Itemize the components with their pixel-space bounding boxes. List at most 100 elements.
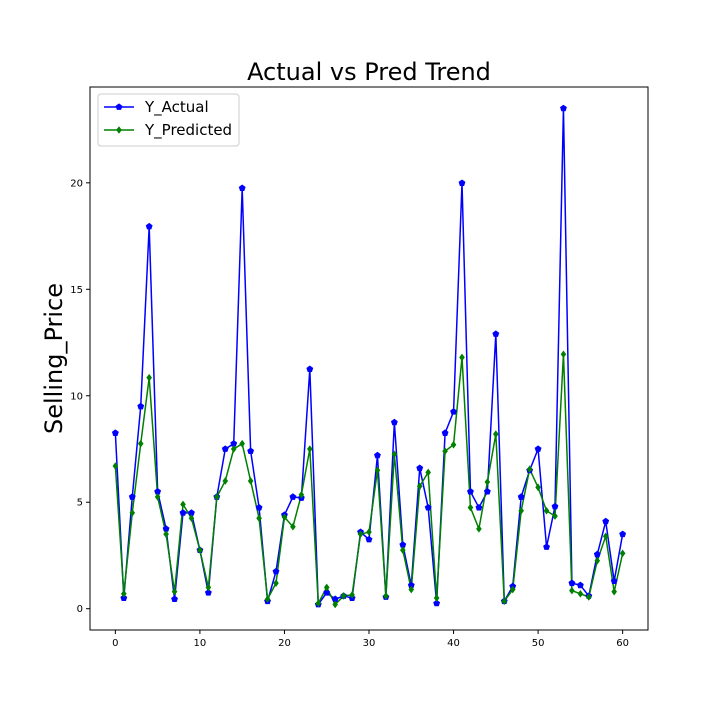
y-tick-label: 10 xyxy=(70,391,83,402)
data-point-y-predicted xyxy=(315,599,322,608)
data-point-y-predicted xyxy=(442,447,448,455)
y-tick-label: 20 xyxy=(70,178,83,189)
data-point-y-predicted xyxy=(391,450,398,459)
data-point-y-predicted xyxy=(433,594,440,602)
data-point-y-actual xyxy=(458,179,466,186)
legend: Y_Actual Y_Predicted xyxy=(97,93,240,147)
legend-label-actual: Y_Actual xyxy=(144,98,209,117)
data-point-y-predicted xyxy=(230,445,237,453)
data-point-y-actual xyxy=(602,517,610,525)
data-point-y-predicted xyxy=(569,586,575,595)
data-point-y-actual xyxy=(323,589,331,596)
data-point-y-actual xyxy=(111,429,119,436)
legend-marker-actual xyxy=(115,103,123,110)
data-point-y-predicted xyxy=(535,483,541,492)
data-point-y-actual xyxy=(188,509,195,516)
data-point-y-actual xyxy=(610,577,618,584)
data-point-y-actual xyxy=(483,487,491,495)
legend-marker-predicted xyxy=(116,126,122,134)
data-point-y-predicted xyxy=(577,590,584,598)
data-point-y-actual xyxy=(568,579,576,587)
data-point-y-actual xyxy=(171,595,178,603)
data-point-y-predicted xyxy=(163,530,169,538)
chart-title: Actual vs Pred Trend xyxy=(247,58,491,86)
data-point-y-actual xyxy=(137,402,145,410)
data-point-y-actual xyxy=(534,445,542,452)
data-point-y-actual xyxy=(517,493,525,500)
data-point-y-predicted xyxy=(154,493,161,501)
data-point-y-predicted xyxy=(197,546,203,554)
data-point-y-predicted xyxy=(188,514,195,523)
data-point-y-actual xyxy=(179,509,187,516)
data-point-y-predicted xyxy=(273,579,279,587)
y-tick-label: 5 xyxy=(77,498,83,509)
y-tick-label: 0 xyxy=(77,604,83,615)
data-point-y-actual xyxy=(247,447,255,455)
x-tick-label: 30 xyxy=(363,638,376,649)
data-point-y-actual xyxy=(390,418,398,426)
data-point-y-predicted xyxy=(332,600,338,609)
data-point-y-predicted xyxy=(222,477,229,485)
data-point-y-predicted xyxy=(290,522,296,531)
x-tick-label: 50 xyxy=(532,638,545,649)
data-point-y-actual xyxy=(416,464,424,472)
data-point-y-predicted xyxy=(129,509,136,517)
data-point-y-predicted xyxy=(281,513,288,521)
data-point-y-predicted xyxy=(501,597,508,606)
data-point-y-actual xyxy=(365,535,373,543)
data-point-y-actual xyxy=(407,581,415,589)
data-point-y-predicted xyxy=(205,583,212,592)
data-point-y-actual xyxy=(162,525,170,532)
data-point-y-actual xyxy=(424,503,432,511)
data-point-y-predicted xyxy=(349,591,355,599)
data-point-y-predicted xyxy=(247,477,254,485)
data-point-y-actual xyxy=(619,530,627,538)
data-point-y-predicted xyxy=(366,528,372,536)
plot-frame xyxy=(89,86,649,631)
data-point-y-predicted xyxy=(357,530,364,538)
data-point-y-actual xyxy=(145,222,153,230)
x-tick-label: 0 xyxy=(112,638,118,649)
data-point-y-actual xyxy=(593,550,601,558)
data-point-y-predicted xyxy=(493,430,499,438)
data-point-y-actual xyxy=(238,184,246,192)
data-point-y-actual xyxy=(467,487,474,495)
data-point-y-actual xyxy=(374,451,381,459)
data-point-y-predicted xyxy=(476,525,482,533)
data-point-y-predicted xyxy=(467,503,474,512)
data-point-y-predicted xyxy=(400,546,406,554)
data-point-y-predicted xyxy=(264,595,271,603)
data-point-y-predicted xyxy=(256,514,262,523)
y-axis-label: Selling_Price xyxy=(40,283,68,434)
data-point-y-actual xyxy=(306,365,314,373)
data-point-y-actual xyxy=(154,487,162,495)
y-tick-label: 15 xyxy=(70,285,83,296)
data-point-y-predicted xyxy=(560,350,567,359)
data-point-y-predicted xyxy=(112,462,119,470)
data-point-y-predicted xyxy=(239,439,245,448)
data-point-y-predicted xyxy=(484,478,491,486)
data-point-y-actual xyxy=(551,502,559,510)
data-point-y-predicted xyxy=(526,465,533,474)
data-point-y-actual xyxy=(475,503,483,511)
data-point-y-actual xyxy=(543,543,550,550)
data-point-y-predicted xyxy=(459,353,465,362)
x-tick-label: 40 xyxy=(447,638,460,649)
data-point-y-actual xyxy=(433,599,441,607)
data-point-y-actual xyxy=(441,429,449,436)
data-point-y-predicted xyxy=(611,587,617,596)
data-point-y-predicted xyxy=(121,590,127,598)
data-point-y-actual xyxy=(492,330,500,337)
data-point-y-predicted xyxy=(146,373,152,382)
data-point-y-predicted xyxy=(323,583,330,592)
x-tick-label: 20 xyxy=(278,638,291,649)
data-point-y-actual xyxy=(204,589,212,596)
data-point-y-predicted xyxy=(543,506,550,515)
data-point-y-predicted xyxy=(171,587,178,596)
data-point-y-predicted xyxy=(586,593,592,601)
data-point-y-predicted xyxy=(450,440,457,449)
x-tick-label: 10 xyxy=(194,638,207,649)
data-point-y-actual xyxy=(331,595,339,603)
data-point-y-actual xyxy=(221,445,229,452)
